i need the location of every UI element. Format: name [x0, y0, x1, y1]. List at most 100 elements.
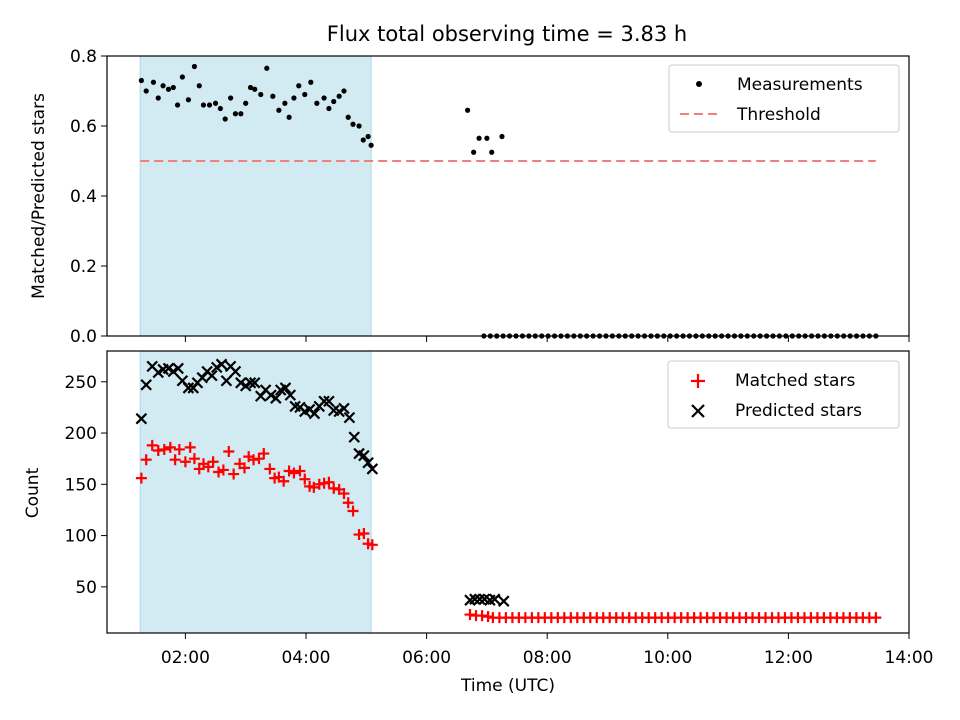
predicted-star-point — [318, 395, 330, 408]
measurement-point — [185, 97, 192, 103]
legend-matched-label: Matched stars — [735, 371, 855, 391]
measurement-point — [464, 107, 471, 113]
bottom-panel: 50 100 150 200 250 02:00 04:00 06:00 08:00 10:00… — [23, 350, 934, 696]
measurement-point — [143, 88, 149, 94]
predicted-star-point — [270, 392, 282, 404]
matched-star-point — [342, 497, 354, 509]
measurement-point — [212, 100, 219, 106]
chart-title: Flux total observing time = 3.83 h — [327, 22, 687, 46]
measurement-point — [165, 86, 172, 92]
matched-star-point — [169, 454, 181, 466]
top-y-ticks: 0.0 0.2 0.4 0.6 0.8 — [70, 47, 107, 347]
matched-star-point — [184, 441, 196, 453]
predicted-star-point — [488, 593, 501, 605]
legend-matched-marker — [691, 374, 705, 388]
predicted-star-point — [206, 369, 218, 382]
measurement-point — [360, 137, 366, 143]
matched-star-point — [338, 488, 350, 500]
matched-star-point — [258, 448, 270, 460]
top-y-tick-label: 0.4 — [70, 187, 97, 207]
matched-star-point — [173, 443, 185, 455]
measurement-points — [138, 63, 879, 339]
predicted-star-point — [279, 382, 292, 394]
matched-star-point — [202, 461, 214, 473]
bottom-x-ticks: 02:00 04:00 06:00 08:00 10:00 12:00 14:00 — [161, 633, 934, 668]
predicted-star-point — [473, 593, 486, 605]
measurement-point — [191, 63, 198, 70]
measurement-point — [150, 79, 157, 85]
predicted-star-point — [172, 362, 184, 375]
legend-measurements-marker — [696, 81, 702, 87]
top-shaded-region — [139, 55, 372, 337]
measurement-point — [258, 91, 264, 98]
bottom-legend-box — [667, 360, 900, 429]
measurement-point — [365, 133, 371, 140]
predicted-star-point — [284, 389, 297, 401]
measurement-point — [228, 95, 234, 101]
matched-star-point — [264, 463, 276, 475]
bottom-x-tick-label: 06:00 — [402, 648, 451, 668]
measurement-point — [252, 86, 258, 92]
top-y-tick-label: 0.0 — [70, 327, 97, 347]
measurement-point — [286, 114, 292, 120]
matched-star-point — [294, 465, 306, 477]
measurement-point — [247, 84, 254, 91]
matched-star-point — [358, 528, 370, 540]
matched-star-point — [299, 473, 311, 485]
matched-star-point — [253, 453, 265, 465]
top-y-tick-label: 0.6 — [70, 117, 97, 137]
measurement-point — [232, 111, 239, 117]
predicted-star-point — [248, 377, 261, 389]
matched-star-point — [366, 539, 378, 551]
predicted-star-point — [348, 431, 361, 443]
matched-star-point — [164, 441, 176, 453]
count-points — [135, 358, 882, 624]
matched-star-point — [238, 462, 250, 474]
bottom-x-tick-label: 08:00 — [523, 648, 572, 668]
measurement-point — [217, 105, 223, 112]
measurement-point — [499, 133, 505, 140]
matched-star-point — [217, 464, 229, 476]
bottom-y-tick-label: 100 — [65, 527, 97, 547]
predicted-star-point — [469, 593, 481, 605]
measurement-point — [291, 95, 297, 101]
matched-star-point — [140, 454, 152, 466]
measurement-point — [489, 149, 495, 155]
measurement-point — [276, 107, 282, 113]
measurement-point — [308, 79, 314, 85]
predicted-star-point — [362, 456, 374, 469]
measurement-point — [170, 84, 176, 91]
predicted-star-point — [140, 379, 152, 391]
predicted-star-point — [308, 407, 321, 420]
x-axis-label: Time (UTC) — [460, 676, 555, 696]
matched-star-point — [207, 456, 219, 468]
matched-star-point — [283, 465, 295, 477]
predicted-star-point — [338, 402, 350, 415]
measurement-point — [368, 142, 374, 148]
measurement-point — [243, 100, 249, 106]
measurement-point — [138, 77, 144, 84]
measurement-point — [296, 83, 302, 89]
predicted-star-point — [182, 382, 195, 394]
measurement-point — [174, 102, 181, 108]
matched-star-point — [278, 475, 290, 487]
bottom-x-tick-label: 14:00 — [885, 648, 934, 668]
matched-star-point — [179, 456, 191, 468]
measurement-point — [222, 116, 228, 122]
bottom-y-tick-label: 50 — [75, 578, 97, 598]
measurement-point — [200, 102, 207, 108]
predicted-star-point — [215, 358, 228, 371]
legend-predicted-label: Predicted stars — [735, 401, 862, 421]
measurement-point — [484, 135, 490, 141]
measurement-point — [350, 121, 356, 127]
top-y-tick-label: 0.8 — [70, 47, 97, 67]
measurement-point — [179, 74, 185, 80]
matched-star-point — [223, 445, 235, 457]
predicted-star-point — [323, 395, 335, 408]
measurement-point — [471, 149, 477, 155]
matched-star-point — [323, 476, 335, 488]
measurement-point — [302, 91, 308, 98]
predicted-star-point — [244, 377, 257, 389]
measurement-point — [476, 135, 482, 141]
